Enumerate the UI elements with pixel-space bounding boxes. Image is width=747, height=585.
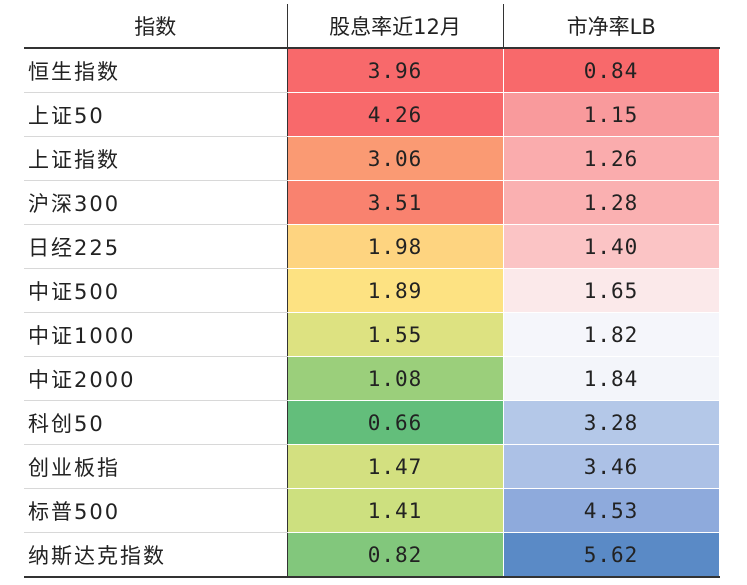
table-row: 上证50 4.26 1.15 xyxy=(24,92,720,137)
pb-cell: 1.84 xyxy=(502,356,720,401)
table-row: 中证2000 1.08 1.84 xyxy=(24,356,720,401)
table-row: 创业板指 1.47 3.46 xyxy=(24,444,720,489)
table-row: 中证500 1.89 1.65 xyxy=(24,268,720,313)
pb-cell: 1.28 xyxy=(502,180,720,225)
pb-cell: 1.65 xyxy=(502,268,720,313)
pb-cell: 5.62 xyxy=(502,532,720,578)
dividend-yield-cell: 3.96 xyxy=(286,47,504,93)
index-valuation-table: 指数 股息率近12月 市净率LB 恒生指数 3.96 0.84 上证50 4.26 1.1… xyxy=(24,4,720,578)
pb-cell: 1.15 xyxy=(502,92,720,137)
index-name-cell: 上证指数 xyxy=(24,136,288,181)
dividend-yield-cell: 1.98 xyxy=(286,224,504,269)
pb-cell: 4.53 xyxy=(502,488,720,533)
index-name-cell: 沪深300 xyxy=(24,180,288,225)
index-name-cell: 日经225 xyxy=(24,224,288,269)
header-index-name: 指数 xyxy=(24,4,288,49)
table-row: 科创50 0.66 3.28 xyxy=(24,400,720,445)
table-row: 上证指数 3.06 1.26 xyxy=(24,136,720,181)
dividend-yield-cell: 3.51 xyxy=(286,180,504,225)
index-name-cell: 中证500 xyxy=(24,268,288,313)
table-row: 恒生指数 3.96 0.84 xyxy=(24,47,720,93)
index-name-cell: 上证50 xyxy=(24,92,288,137)
pb-cell: 1.40 xyxy=(502,224,720,269)
pb-cell: 3.46 xyxy=(502,444,720,489)
index-name-cell: 中证2000 xyxy=(24,356,288,401)
index-name-cell: 恒生指数 xyxy=(24,47,288,93)
dividend-yield-cell: 1.41 xyxy=(286,488,504,533)
pb-cell: 3.28 xyxy=(502,400,720,445)
dividend-yield-cell: 1.89 xyxy=(286,268,504,313)
dividend-yield-cell: 1.08 xyxy=(286,356,504,401)
pb-cell: 1.26 xyxy=(502,136,720,181)
dividend-yield-cell: 1.47 xyxy=(286,444,504,489)
header-dividend-yield: 股息率近12月 xyxy=(286,4,504,49)
dividend-yield-cell: 3.06 xyxy=(286,136,504,181)
index-name-cell: 纳斯达克指数 xyxy=(24,532,288,578)
dividend-yield-cell: 1.55 xyxy=(286,312,504,357)
table-row: 中证1000 1.55 1.82 xyxy=(24,312,720,357)
table-row: 日经225 1.98 1.40 xyxy=(24,224,720,269)
header-row: 指数 股息率近12月 市净率LB xyxy=(24,4,719,49)
table-row: 沪深300 3.51 1.28 xyxy=(24,180,720,225)
table-row: 纳斯达克指数 0.82 5.62 xyxy=(24,532,720,578)
index-name-cell: 科创50 xyxy=(24,400,288,445)
dividend-yield-cell: 4.26 xyxy=(286,92,504,137)
table-body: 恒生指数 3.96 0.84 上证50 4.26 1.15 上证指数 3.06 1.26 沪深30… xyxy=(24,47,720,578)
index-name-cell: 标普500 xyxy=(24,488,288,533)
pb-cell: 0.84 xyxy=(502,47,720,93)
dividend-yield-cell: 0.82 xyxy=(286,532,504,578)
dividend-yield-cell: 0.66 xyxy=(286,400,504,445)
header-pb: 市净率LB xyxy=(502,4,719,49)
pb-cell: 1.82 xyxy=(502,312,720,357)
table-row: 标普500 1.41 4.53 xyxy=(24,488,720,533)
index-name-cell: 创业板指 xyxy=(24,444,288,489)
index-name-cell: 中证1000 xyxy=(24,312,288,357)
